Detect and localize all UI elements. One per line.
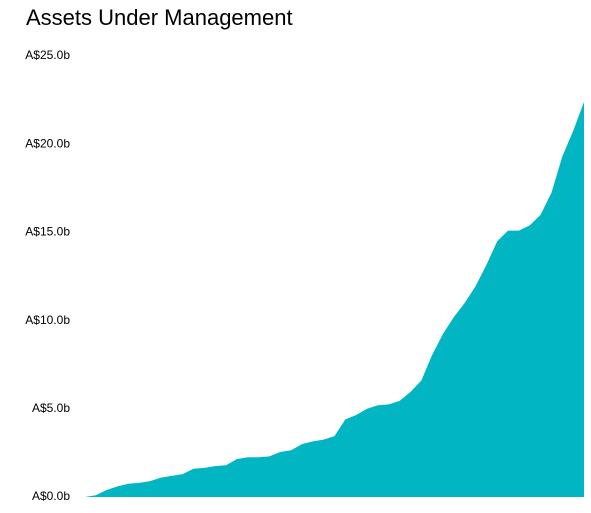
area bbox=[85, 101, 584, 497]
chart-title: Assets Under Management bbox=[26, 5, 293, 30]
y-tick-label: A$10.0b bbox=[25, 313, 70, 327]
y-tick-label: A$5.0b bbox=[32, 401, 70, 415]
y-tick-label: A$0.0b bbox=[32, 489, 70, 503]
y-tick-label: A$15.0b bbox=[25, 225, 70, 239]
y-tick-label: A$25.0b bbox=[25, 48, 70, 62]
y-tick-label: A$20.0b bbox=[25, 136, 70, 150]
